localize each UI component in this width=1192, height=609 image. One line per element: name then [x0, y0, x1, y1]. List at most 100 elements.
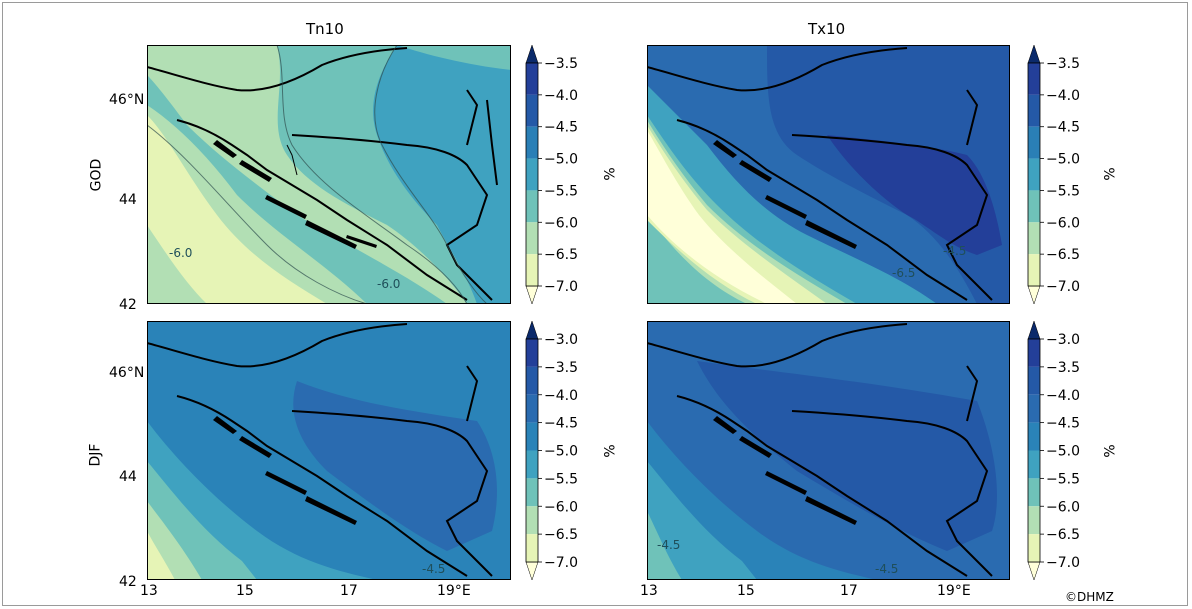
contour-label: -6.0	[169, 246, 192, 260]
colorbar-segment	[526, 126, 538, 159]
colorbar-arrow-top	[525, 44, 539, 64]
colorbar-tick-label: −5.5	[1046, 471, 1080, 487]
y-tick: 42	[119, 574, 137, 590]
colorbar-frame	[1027, 62, 1041, 287]
colorbar-segment	[1028, 126, 1040, 159]
contour-label: -4.5	[875, 562, 898, 576]
colorbar-segment	[1028, 254, 1040, 286]
x-tick: 19°E	[937, 583, 971, 599]
y-tick: 44	[119, 192, 137, 208]
row-label-djf: DJF	[87, 443, 104, 467]
colorbar-segment	[1028, 366, 1040, 395]
colorbar-tick-label: −6.5	[1046, 247, 1080, 263]
colorbar-tick-label: −3.5	[1046, 56, 1080, 72]
credit: ©DHMZ	[1065, 590, 1114, 604]
colorbar-arrow-bottom	[1027, 285, 1041, 305]
colorbar-arrow-top	[1027, 320, 1041, 340]
contour-label: -4.5	[943, 244, 966, 258]
colorbar-segment	[1028, 478, 1040, 507]
colorbar-segment	[1028, 534, 1040, 562]
colorbar-tick-label: −4.0	[1046, 88, 1080, 104]
colorbar-svg: −3.0 −3.5 −4.0 −4.5 −5.0 −5.5 −6.0 −6.5 −7.0	[525, 320, 578, 581]
map-tx10-djf: -4.5 -4.5	[647, 321, 1010, 580]
y-tick: 46°N	[109, 92, 145, 108]
colorbar-unit: %	[1102, 167, 1119, 181]
colorbar-segment	[1028, 94, 1040, 127]
colorbar-svg: −3.0 −3.5 −4.0 −4.5 −5.0 −5.5 −6.0 −6.5 −7.0	[1027, 320, 1080, 581]
map-tn10-god: -6.0 -6.0	[147, 45, 511, 304]
colorbar-svg: −3.5 −4.0 −4.5 −5.0 −5.5 −6.0 −6.5 −7.0	[1027, 44, 1080, 305]
colorbar-unit: %	[602, 444, 619, 458]
colorbar-segment	[526, 534, 538, 562]
colorbar-tick-label: −5.0	[1046, 152, 1080, 168]
colorbar-tick-label: −3.5	[544, 360, 578, 376]
colorbar-segment	[526, 506, 538, 535]
colorbar-segment	[526, 366, 538, 395]
colorbar-tick-label: −4.5	[1046, 416, 1080, 432]
colorbar-tick-label: −5.5	[1046, 183, 1080, 199]
contour-label: -6.0	[377, 277, 400, 291]
colorbar-tick-label: −4.0	[544, 88, 578, 104]
colorbar-tick-label: −5.0	[544, 444, 578, 460]
colorbar-segment	[526, 339, 538, 367]
colorbar-tick-label: −7.0	[544, 555, 578, 571]
colorbar-tick-label: −3.5	[1046, 360, 1080, 376]
colorbar-segment	[526, 190, 538, 223]
colorbar-tick-label: −6.0	[544, 215, 578, 231]
colorbar-tn10-god: −3.5 −4.0 −4.5 −5.0 −5.5 −6.0 −6.5 −7.0	[524, 44, 584, 305]
colorbar-tx10-god: −3.5 −4.0 −4.5 −5.0 −5.5 −6.0 −6.5 −7.0	[1026, 44, 1086, 305]
colorbar-tick-label: −6.0	[1046, 499, 1080, 515]
colorbar-tick-label: −7.0	[544, 279, 578, 295]
column-title-tn10: Tn10	[306, 20, 344, 38]
colorbar-arrow-top	[1027, 44, 1041, 64]
colorbar-segment	[526, 478, 538, 507]
y-tick: 42	[119, 297, 137, 313]
colorbar-segment	[526, 63, 538, 95]
colorbar-tick-label: −5.0	[544, 152, 578, 168]
row-label-god: GOD	[88, 158, 105, 192]
colorbar-tick-label: −4.5	[544, 120, 578, 136]
y-tick: 46°N	[109, 365, 145, 381]
colorbar-tick-label: −6.5	[1046, 527, 1080, 543]
x-tick: 13	[140, 583, 158, 599]
colorbar-tx10-djf: −3.0 −3.5 −4.0 −4.5 −5.0 −5.5 −6.0 −6.5 −7.0	[1026, 320, 1086, 581]
colorbar-segment	[526, 254, 538, 286]
colorbar-segment	[1028, 63, 1040, 95]
colorbar-segment	[1028, 158, 1040, 191]
y-tick: 44	[119, 469, 137, 485]
x-tick: 15	[737, 583, 755, 599]
colorbar-arrow-bottom	[1027, 561, 1041, 581]
colorbar-unit: %	[1102, 444, 1119, 458]
colorbar-segment	[526, 94, 538, 127]
x-tick: 13	[640, 583, 658, 599]
colorbar-tick-label: −5.5	[544, 471, 578, 487]
colorbar-tick-label: −6.5	[544, 247, 578, 263]
colorbar-frame	[525, 62, 539, 287]
colorbar-segment	[1028, 394, 1040, 423]
colorbar-segment	[1028, 450, 1040, 479]
colorbar-tick-label: −6.5	[544, 527, 578, 543]
colorbar-segment	[1028, 422, 1040, 451]
colorbar-tick-label: −7.0	[1046, 279, 1080, 295]
colorbar-tick-label: −4.0	[544, 388, 578, 404]
colorbar-segment	[526, 450, 538, 479]
colorbar-svg: −3.5 −4.0 −4.5 −5.0 −5.5 −6.0 −6.5 −7.0	[525, 44, 578, 305]
colorbar-tick-label: −6.0	[1046, 215, 1080, 231]
x-tick: 15	[236, 583, 254, 599]
colorbar-segment	[526, 222, 538, 255]
colorbar-segment	[1028, 506, 1040, 535]
map-tn10-djf: -4.5	[147, 321, 511, 580]
colorbar-tick-label: −7.0	[1046, 555, 1080, 571]
colorbar-tn10-djf: −3.0 −3.5 −4.0 −4.5 −5.0 −5.5 −6.0 −6.5 −7.0	[524, 320, 584, 581]
map-tx10-god: -6.5 -4.5	[647, 45, 1010, 304]
colorbar-segment	[526, 394, 538, 423]
colorbar-tick-label: −5.0	[1046, 444, 1080, 460]
colorbar-arrow-bottom	[525, 285, 539, 305]
colorbar-tick-label: −3.0	[1046, 332, 1080, 348]
colorbar-tick-label: −6.0	[544, 499, 578, 515]
colorbar-segment	[1028, 190, 1040, 223]
colorbar-tick-label: −4.5	[1046, 120, 1080, 136]
colorbar-tick-label: −3.5	[544, 56, 578, 72]
